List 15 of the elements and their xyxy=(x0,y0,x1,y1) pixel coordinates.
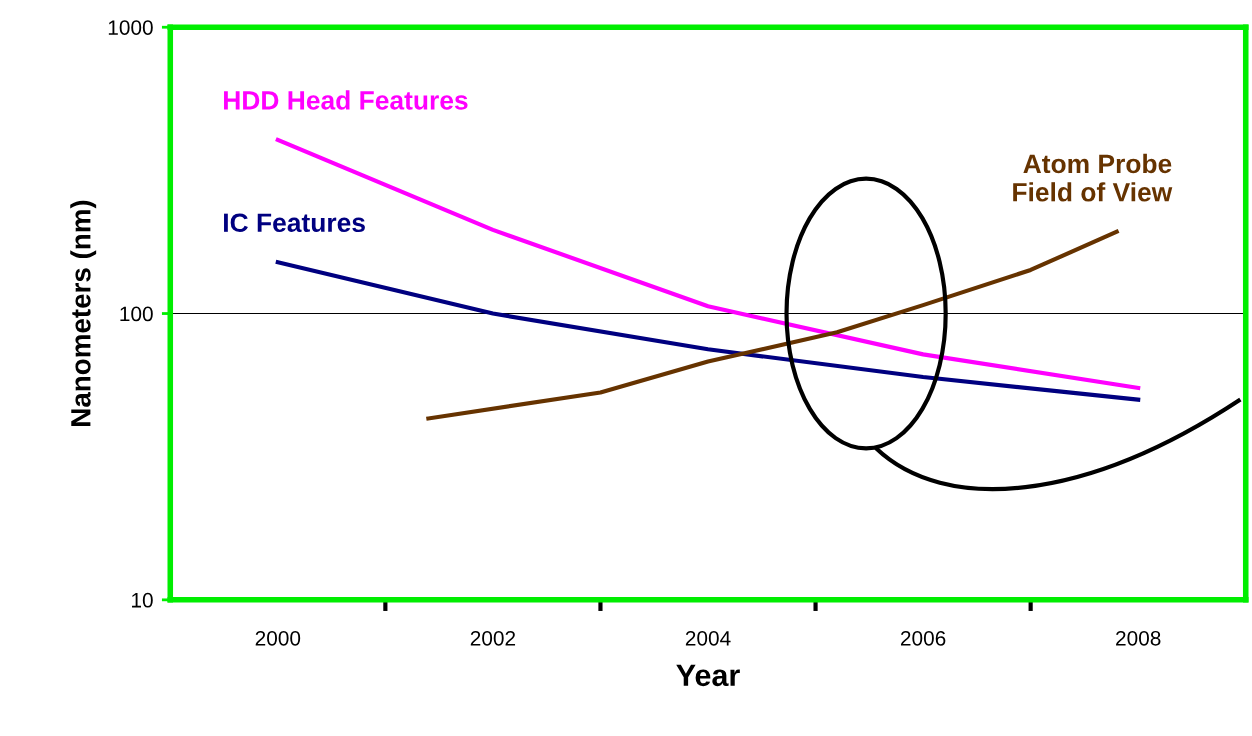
x-tick-label: 2008 xyxy=(1116,630,1161,646)
x-tick-label: 2002 xyxy=(470,630,516,646)
line-series xyxy=(275,260,1141,402)
y-tick-label: 10 xyxy=(132,592,153,608)
x-tick-label: 2006 xyxy=(900,630,946,646)
y-tick-label: 100 xyxy=(120,306,153,322)
x-axis-title: Year xyxy=(676,664,740,687)
y-tick-label: 1000 xyxy=(108,20,153,35)
line-series xyxy=(426,229,1119,421)
x-tick-label: 2004 xyxy=(685,630,731,646)
y-axis-title: Nanometers (nm) xyxy=(70,200,97,426)
text: Atom Probe Field of View xyxy=(1013,153,1173,202)
text: HDD Head Features xyxy=(224,90,468,110)
x-tick-label: 2000 xyxy=(255,630,301,646)
series-label: IC Features xyxy=(224,213,365,233)
